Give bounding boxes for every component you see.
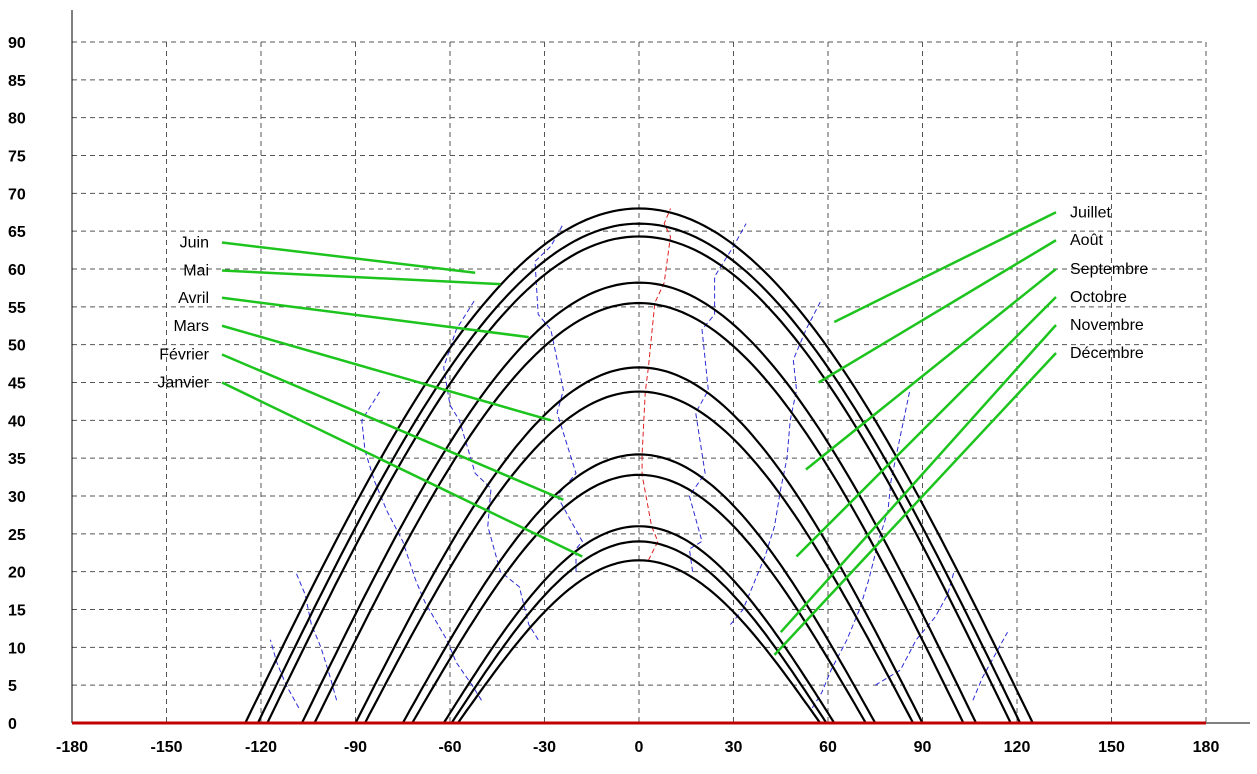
y-tick-label: 60 [8,262,26,279]
hour-line [688,223,747,572]
y-tick-label: 50 [8,338,26,355]
x-tick-label: -30 [533,739,556,756]
y-tick-label: 55 [8,300,26,317]
y-tick-label: 40 [8,413,26,430]
noon-hour-line [641,208,672,561]
x-tick-label: 0 [635,739,644,756]
hour-line [295,571,338,701]
sun-path-curve [244,207,1034,724]
x-tick-label: -150 [150,739,182,756]
y-tick-label: 10 [8,640,26,657]
x-tick-label: 150 [1098,739,1125,756]
sun-path-curve [354,366,924,724]
month-label-right: Décembre [1070,345,1144,362]
sun-path-curve [442,525,836,724]
hour-line [443,299,539,641]
month-label-left: Avril [178,290,209,307]
sun-path-curve [401,453,877,724]
axes [71,10,1250,725]
x-tick-label: -180 [56,739,88,756]
x-tick-label: -90 [344,739,367,756]
month-label-left: Mars [173,318,209,335]
leader-line [221,241,476,275]
y-tick-label: 45 [8,376,26,393]
leader-line [221,324,552,422]
hour-line [534,223,583,572]
x-tick-label: 180 [1193,739,1220,756]
month-label-left: Juin [180,235,209,252]
y-tick-label: 85 [8,73,26,90]
sun-path-curve [456,559,822,724]
leader-line [817,239,1057,384]
y-tick-label: 20 [8,565,26,582]
x-tick-label: 60 [819,739,837,756]
leader-line [773,352,1057,656]
sun-path-curve [364,390,915,724]
month-label-right: Octobre [1070,289,1127,306]
hour-line [269,639,300,709]
y-tick-label: 15 [8,603,26,620]
month-labels: Juin Mai Avril Mars Février Janvier Juillet Aoû… [157,204,1148,391]
x-tick-label: 90 [914,739,932,756]
hour-line [972,631,1008,701]
leader-line [833,211,1057,324]
sun-path-curve [313,301,965,724]
month-label-right: Juillet [1070,204,1111,221]
hour-lines [269,208,1008,709]
label-leaders [221,211,1057,656]
leader-line [805,268,1057,471]
sun-path-curve [266,235,1012,724]
y-tick-label: 80 [8,111,26,128]
month-label-left: Janvier [157,375,209,392]
leader-line [779,324,1057,634]
y-tick-label: 75 [8,149,26,166]
sun-path-curve [256,222,1022,724]
y-tick-label: 30 [8,489,26,506]
month-label-left: Mai [183,263,209,280]
month-label-right: Août [1070,232,1103,249]
x-tick-label: -120 [245,739,277,756]
month-label-right: Septembre [1070,261,1148,278]
y-tick-label: 35 [8,451,26,468]
leader-line [221,296,529,339]
leader-line [221,381,583,558]
hour-line [361,389,482,701]
leader-line [221,269,501,286]
sun-path-curve [450,540,828,724]
sun-path-curves [244,207,1034,724]
y-tick-label: 90 [8,35,26,52]
tick-labels: -180 -150 -120 -90 -60 -30 0 30 60 90 120 150 180 0 5 1… [8,35,1219,756]
y-tick-label: 70 [8,186,26,203]
month-label-right: Novembre [1070,317,1144,334]
hour-line [811,389,911,709]
hour-line [730,299,823,625]
y-tick-label: 65 [8,224,26,241]
sun-path-curve [300,281,978,724]
x-tick-label: 120 [1004,739,1031,756]
grid-layer [72,41,1207,723]
x-tick-label: -60 [438,739,461,756]
y-tick-label: 5 [8,678,17,695]
hour-line [875,571,955,686]
sun-path-curve [411,473,867,724]
leader-line [221,353,564,501]
x-tick-label: 30 [725,739,743,756]
month-label-left: Février [159,347,209,364]
leader-line [795,296,1057,558]
y-tick-label: 0 [8,716,17,733]
y-tick-label: 25 [8,527,26,544]
